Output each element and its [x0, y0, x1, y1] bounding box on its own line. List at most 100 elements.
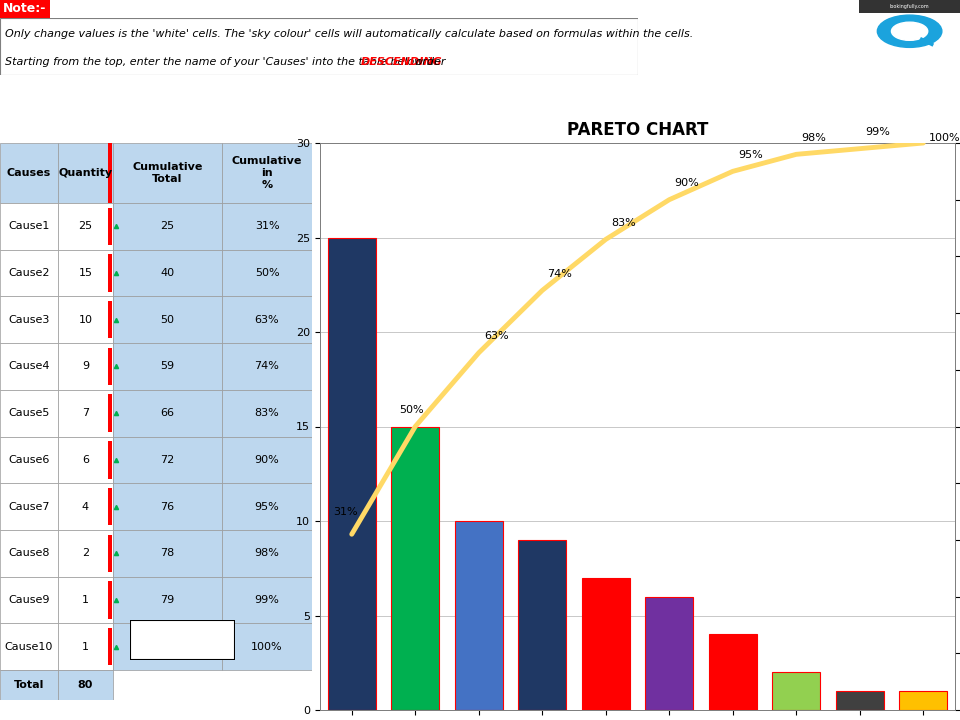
Text: 63%: 63% — [254, 315, 279, 325]
Bar — [58, 436, 113, 483]
Text: 80: 80 — [78, 680, 93, 690]
Text: 79: 79 — [160, 595, 175, 605]
Text: order: order — [412, 58, 445, 68]
Bar — [108, 395, 112, 432]
Text: 31%: 31% — [333, 507, 357, 517]
Bar — [222, 390, 312, 436]
Text: 15: 15 — [79, 268, 92, 278]
Bar — [518, 540, 566, 710]
Circle shape — [892, 22, 927, 40]
Text: 9: 9 — [82, 361, 89, 372]
Bar — [113, 250, 222, 297]
Bar — [58, 530, 113, 577]
Text: 2: 2 — [82, 548, 89, 558]
Title: PARETO CHART: PARETO CHART — [566, 121, 708, 139]
Bar — [113, 577, 222, 624]
Text: Note:-: Note:- — [3, 2, 46, 16]
Text: Cumulative
Total: Cumulative Total — [132, 162, 203, 184]
Text: 83%: 83% — [254, 408, 279, 418]
Bar — [58, 577, 113, 624]
Bar — [836, 691, 883, 710]
Circle shape — [877, 15, 942, 48]
Text: 4: 4 — [82, 502, 89, 511]
Text: Only change values is the 'white' cells. The 'sky colour' cells will automatical: Only change values is the 'white' cells.… — [5, 29, 693, 39]
Bar — [222, 297, 312, 343]
Text: Cause5: Cause5 — [9, 408, 50, 418]
Text: 50: 50 — [160, 315, 175, 325]
Bar — [58, 624, 113, 670]
Text: Cause4: Cause4 — [9, 361, 50, 372]
Text: lookingfully.com: lookingfully.com — [890, 4, 929, 9]
Text: 59: 59 — [160, 361, 175, 372]
Text: 95%: 95% — [738, 150, 762, 160]
Text: 63%: 63% — [484, 331, 509, 341]
Bar — [108, 488, 112, 525]
Bar — [108, 348, 112, 385]
Bar — [108, 301, 112, 338]
Text: Cause6: Cause6 — [9, 455, 50, 465]
Text: 31%: 31% — [254, 221, 279, 231]
Text: 83%: 83% — [611, 218, 636, 228]
Text: 90%: 90% — [254, 455, 279, 465]
Bar — [222, 203, 312, 250]
Bar — [113, 297, 222, 343]
Text: Causes: Causes — [7, 168, 51, 178]
Text: Total: Total — [13, 680, 44, 690]
Bar — [58, 343, 113, 390]
Bar — [58, 483, 113, 530]
Text: Enter values in Descending order: Enter values in Descending order — [31, 94, 252, 107]
Text: 50%: 50% — [254, 268, 279, 278]
Text: 80: 80 — [160, 642, 175, 652]
Bar — [455, 521, 503, 710]
Bar — [708, 634, 756, 710]
Bar — [222, 577, 312, 624]
Text: Quantity: Quantity — [59, 168, 112, 178]
Text: Cause7: Cause7 — [9, 502, 50, 511]
Bar — [58, 297, 113, 343]
Bar — [58, 143, 113, 203]
Text: 76: 76 — [160, 502, 175, 511]
Bar — [108, 207, 112, 245]
Bar — [0, 203, 58, 250]
Text: Cause2: Cause2 — [9, 268, 50, 278]
Text: Cause10: Cause10 — [5, 642, 53, 652]
Bar — [222, 530, 312, 577]
Text: 74%: 74% — [254, 361, 279, 372]
Bar — [58, 203, 113, 250]
Text: 78: 78 — [160, 548, 175, 558]
Text: 90%: 90% — [674, 179, 699, 189]
Bar — [113, 203, 222, 250]
Text: 25: 25 — [79, 221, 92, 231]
Bar — [58, 670, 113, 700]
Bar — [0, 390, 58, 436]
Bar — [222, 624, 312, 670]
Bar — [108, 441, 112, 479]
Bar — [900, 691, 948, 710]
Text: Cause8: Cause8 — [9, 548, 50, 558]
Bar — [392, 426, 439, 710]
Bar — [113, 390, 222, 436]
Text: 7: 7 — [82, 408, 89, 418]
Bar — [0, 624, 58, 670]
Text: 66: 66 — [160, 408, 175, 418]
Text: 10: 10 — [79, 315, 92, 325]
Text: Starting from the top, enter the name of your 'Causes' into the table below in: Starting from the top, enter the name of… — [5, 58, 441, 68]
Text: 100%: 100% — [928, 133, 960, 143]
Text: Cause3: Cause3 — [9, 315, 50, 325]
Bar — [58, 390, 113, 436]
Bar — [0, 343, 58, 390]
Bar — [222, 343, 312, 390]
Bar — [108, 534, 112, 572]
Bar — [113, 624, 222, 670]
Bar — [0, 0, 50, 18]
Bar — [113, 143, 222, 203]
Bar — [222, 143, 312, 203]
Text: 25: 25 — [160, 221, 175, 231]
Bar — [0, 143, 58, 203]
Bar — [773, 672, 820, 710]
Text: 6: 6 — [82, 455, 89, 465]
Text: Cause9: Cause9 — [9, 595, 50, 605]
Bar — [0, 250, 58, 297]
Text: 40: 40 — [160, 268, 175, 278]
Bar — [113, 343, 222, 390]
